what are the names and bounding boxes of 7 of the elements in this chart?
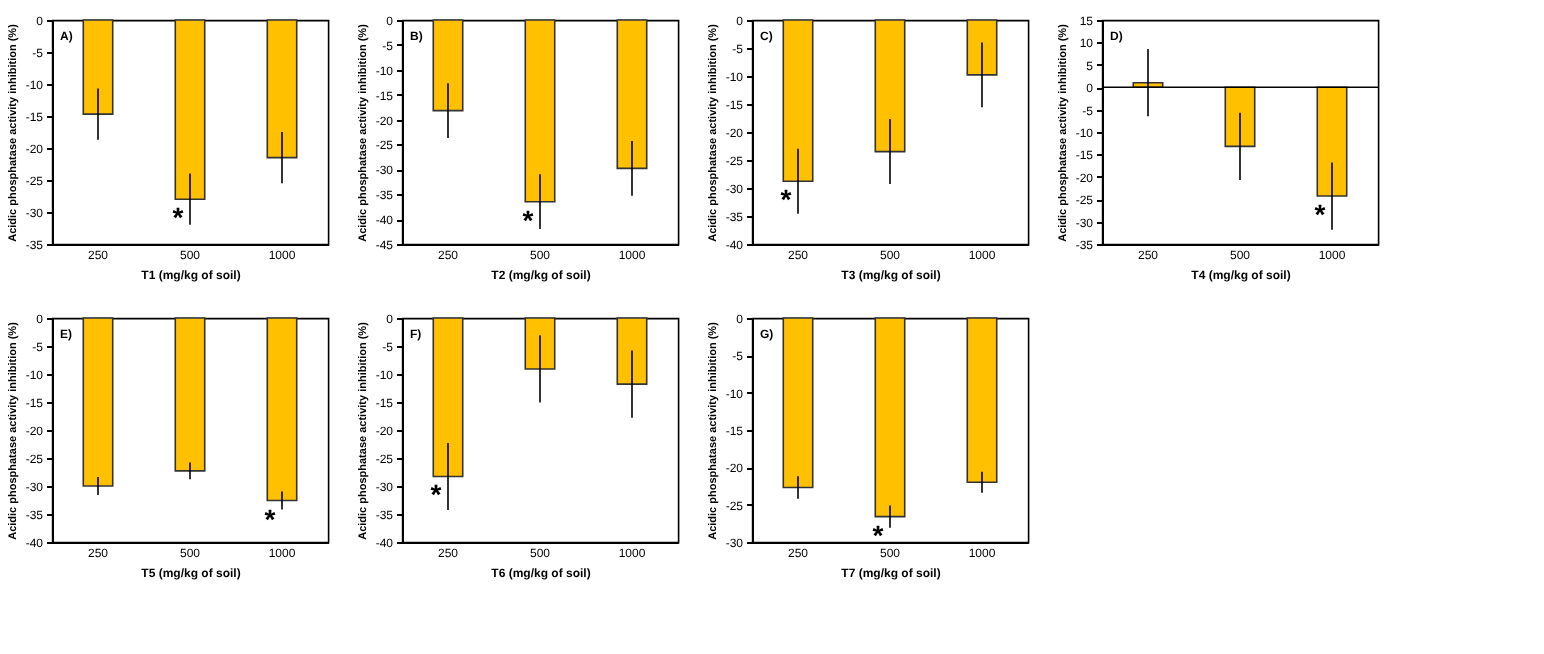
annotation: * xyxy=(430,478,443,511)
annotation: * xyxy=(872,518,885,551)
annotation: * xyxy=(172,201,185,234)
annotation: * xyxy=(264,502,277,535)
annotation: * xyxy=(1314,198,1327,231)
annotation: * xyxy=(780,183,793,216)
annotation: * xyxy=(522,203,535,236)
